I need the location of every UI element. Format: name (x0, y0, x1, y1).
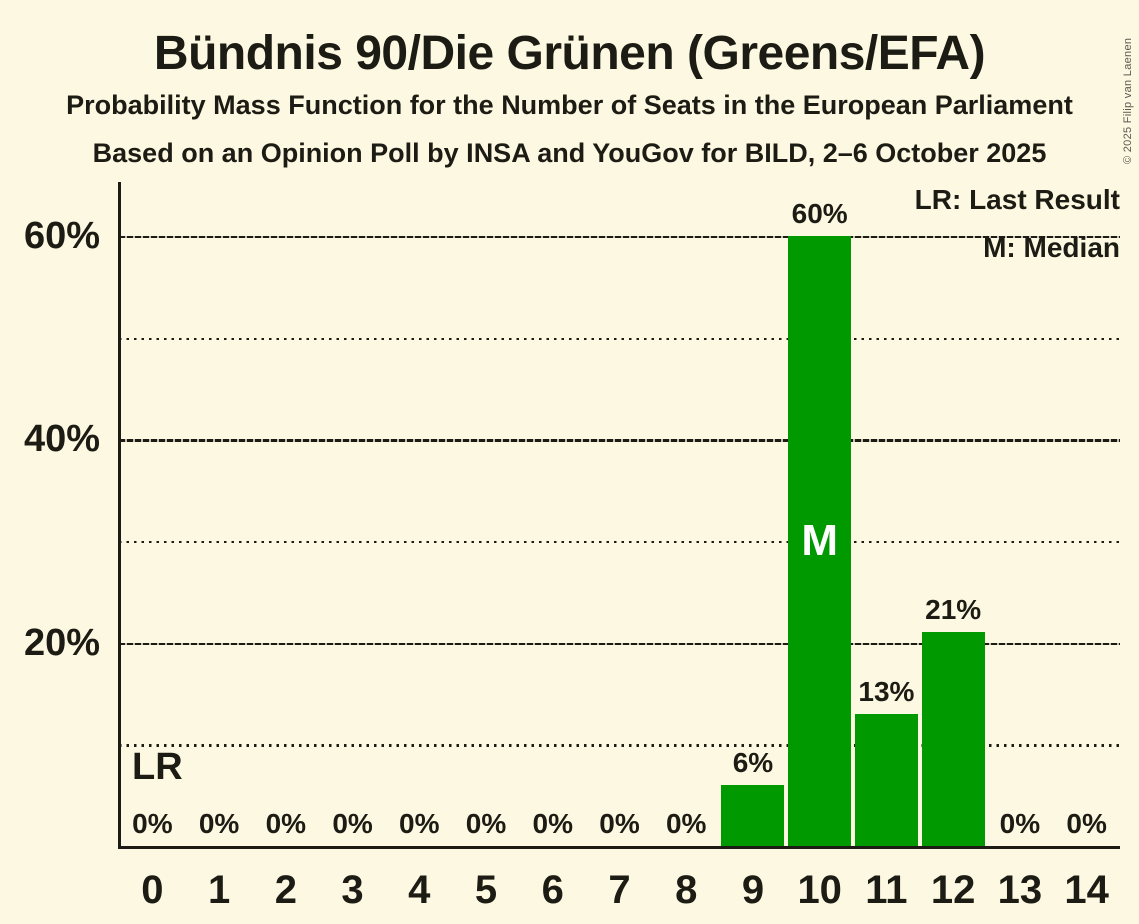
bar-seat-10 (788, 235, 852, 846)
gridline-major-20 (119, 642, 1120, 646)
gridline-minor-30 (119, 540, 1120, 544)
bar-value-label-5: 0% (465, 808, 507, 839)
bar-value-label-1: 0% (198, 808, 240, 839)
bar-value-label-6: 0% (532, 808, 573, 839)
bar-value-label-10: 60% (791, 197, 848, 229)
x-tick-label-12: 12 (930, 868, 976, 912)
legend-median: M: Median (983, 232, 1120, 263)
x-tick-label-14: 14 (1064, 868, 1109, 912)
x-tick-label-4: 4 (408, 868, 431, 912)
x-tick-label-5: 5 (474, 868, 498, 912)
chart-subtitle-pmf: Probability Mass Function for the Number… (66, 90, 1073, 120)
bar-value-label-8: 0% (665, 808, 707, 839)
y-tick-label-20: 20% (23, 621, 100, 664)
x-tick-label-11: 11 (865, 868, 908, 912)
x-tick-label-7: 7 (608, 868, 631, 912)
bar-value-label-4: 0% (399, 808, 440, 839)
copyright-notice: © 2025 Filip van Laenen (1122, 37, 1134, 164)
y-tick-label-40: 40% (23, 418, 100, 461)
bar-value-label-11: 13% (858, 675, 915, 707)
bar-value-label-13: 0% (999, 808, 1041, 839)
bar-value-label-9: 6% (732, 746, 774, 778)
x-tick-label-9: 9 (741, 868, 765, 912)
gridline-major-60 (119, 235, 1120, 239)
bar-value-label-2: 0% (265, 808, 307, 839)
chart-title: Bündnis 90/Die Grünen (Greens/EFA) (153, 27, 986, 80)
gridline-minor-10 (119, 744, 1120, 747)
bar-value-label-7: 0% (599, 808, 640, 839)
median-marker: M (801, 515, 839, 565)
x-tick-label-10: 10 (797, 868, 842, 912)
bar-value-label-3: 0% (332, 808, 373, 839)
plot-area: LR 0% 0% 0% 0% 0% 0% 0% 0% 0% 6% 60% 13% 21% 0% 0% M (119, 182, 1120, 846)
x-tick-label-13: 13 (997, 868, 1043, 912)
x-tick-label-6: 6 (541, 868, 564, 912)
bar-value-label-12: 21% (925, 594, 982, 626)
bar-value-label-14: 0% (1066, 808, 1107, 839)
bar-value-label-0: 0% (132, 808, 173, 839)
legend-last-result: LR: Last Result (914, 184, 1120, 215)
x-tick-label-8: 8 (675, 868, 698, 912)
bar-seat-12 (921, 632, 985, 846)
last-result-label: LR (132, 746, 183, 788)
x-tick-label-0: 0 (141, 868, 164, 912)
x-axis-line (118, 846, 1120, 849)
gridline-minor-50 (119, 337, 1120, 341)
x-tick-label-3: 3 (341, 868, 364, 912)
chart-subtitle-poll-source: Based on an Opinion Poll by INSA and You… (92, 138, 1047, 168)
y-tick-label-60: 60% (23, 214, 100, 257)
bar-seat-11 (854, 713, 918, 846)
gridline-major-40 (119, 439, 1120, 442)
y-axis-line (118, 182, 121, 849)
bar-seat-9 (721, 784, 785, 846)
x-tick-label-1: 1 (207, 868, 231, 912)
x-tick-label-2: 2 (274, 868, 297, 912)
